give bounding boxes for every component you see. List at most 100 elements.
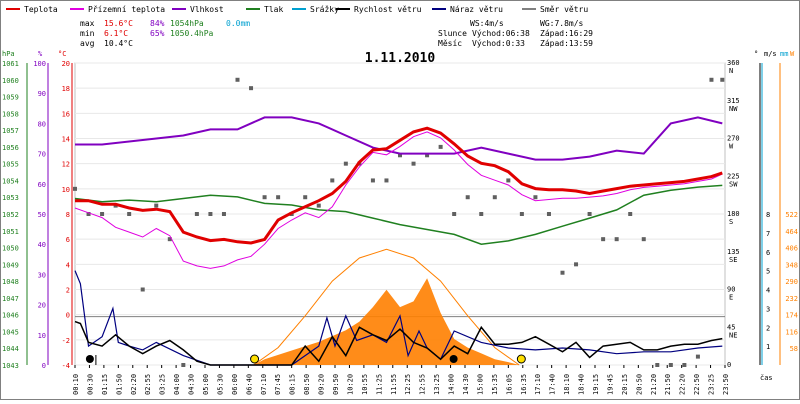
legend: Teplota Přízemní teplota Vlhkost Tlak Srážky… — [6, 5, 588, 14]
avg-label: avg — [80, 39, 95, 48]
dir-tick-label: 225 — [727, 172, 740, 180]
x-tick-label: 15:35 — [491, 374, 499, 395]
x-axis-label: čas — [760, 374, 773, 382]
hpa-tick-label: 1050 — [2, 245, 19, 253]
x-tick-label: 06:40 — [245, 374, 253, 395]
wind-direction-point — [574, 262, 579, 267]
dir-tick-label: 360 — [727, 59, 740, 67]
wind-direction-point — [276, 195, 281, 200]
wind-direction-point — [73, 186, 77, 191]
pct-tick-label: 0 — [42, 362, 46, 370]
legend-label: Vlhkost — [190, 5, 224, 14]
wind-direction-point — [425, 153, 430, 158]
dir-tick-label: 135 — [727, 248, 740, 256]
wind-speed-info: WS:4m/s — [470, 19, 504, 28]
x-tick-label: 05:30 — [216, 374, 224, 395]
dir-compass-label: SW — [729, 180, 738, 188]
moon-label: Měsíc — [438, 39, 462, 48]
wind-direction-point — [546, 212, 551, 216]
pct-tick-label: 60 — [38, 181, 46, 189]
wind-direction-point — [86, 212, 91, 216]
ground-temperature-line — [74, 131, 723, 269]
ms-tick-label: 6 — [766, 249, 770, 257]
wind-direction-point — [587, 212, 592, 216]
wind-direction-point — [479, 212, 484, 216]
wind-direction-point — [720, 77, 725, 82]
wind-direction-point — [709, 77, 714, 82]
hpa-tick-label: 1053 — [2, 194, 19, 202]
x-tick-label: 23:25 — [708, 374, 716, 395]
wind-direction-point — [127, 212, 132, 216]
x-tick-label: 11:55 — [390, 374, 398, 395]
x-tick-label: 22:50 — [693, 374, 701, 395]
chart-title: 1.11.2010 — [365, 51, 436, 66]
sunset-info: Západ:16:29 — [540, 29, 593, 38]
hpa-tick-label: 1051 — [2, 228, 19, 236]
x-tick-label: 04:00 — [173, 374, 181, 395]
sun-label: Slunce — [438, 29, 467, 38]
wind-direction-point — [628, 212, 633, 216]
x-tick-label: 20:50 — [635, 374, 643, 395]
hpa-tick-label: 1048 — [2, 278, 19, 286]
dir-compass-label: S — [729, 218, 733, 226]
wind-direction-point — [560, 270, 565, 275]
hpa-tick-label: 1045 — [2, 328, 19, 336]
x-tick-label: 17:10 — [534, 374, 542, 395]
wind-direction-point — [492, 195, 497, 200]
x-tick-label: 12:55 — [419, 374, 427, 395]
pct-tick-label: 40 — [38, 241, 46, 249]
hpa-tick-label: 1052 — [2, 211, 19, 219]
x-tick-label: 06:00 — [231, 374, 239, 395]
x-tick-label: 15:00 — [476, 374, 484, 395]
moonrise-info: Východ:0:33 — [472, 39, 525, 48]
x-tick-label: 16:35 — [520, 374, 528, 395]
w-tick-label: 174 — [785, 312, 798, 320]
dir-tick-label: 180 — [727, 210, 740, 218]
x-tick-label: 12:25 — [404, 374, 412, 395]
plot-area — [73, 77, 725, 367]
pct-tick-label: 80 — [38, 120, 46, 128]
dir-tick-label: 45 — [727, 323, 735, 331]
moonset-info: Západ:13:59 — [540, 39, 593, 48]
w-tick-label: 290 — [785, 278, 798, 286]
legend-label: Teplota — [24, 5, 58, 14]
moonrise-marker — [85, 355, 94, 363]
wind-direction-point — [221, 212, 226, 216]
wind-direction-point — [601, 237, 606, 242]
x-tick-label: 14:30 — [462, 374, 470, 395]
x-tick-label: 18:10 — [563, 374, 571, 395]
w-tick-label: 348 — [785, 261, 798, 269]
wind-direction-point — [655, 363, 660, 367]
min-press: 1050.4hPa — [170, 29, 214, 38]
ms-tick-label: 1 — [766, 343, 770, 351]
x-tick-label: 20:15 — [621, 374, 629, 395]
max-hum: 84% — [150, 19, 165, 28]
wind-direction-point — [181, 363, 186, 367]
pct-tick-label: 90 — [38, 90, 46, 98]
wind-direction-point — [398, 153, 402, 158]
moonset-marker — [449, 355, 458, 363]
dir-tick-label: 270 — [727, 135, 740, 143]
wind-direction-point — [384, 178, 389, 183]
wind-direction-point — [249, 86, 254, 91]
hpa-tick-label: 1061 — [2, 60, 19, 68]
hpa-tick-label: 1046 — [2, 312, 19, 320]
min-hum: 65% — [150, 29, 165, 38]
degc-tick-label: 2 — [66, 287, 70, 295]
stats-panel: max 15.6°C 84% 1054hPa 0.0mm min 6.1°C 6… — [80, 19, 250, 48]
hpa-tick-label: 1047 — [2, 295, 19, 303]
hpa-tick-label: 1055 — [2, 161, 19, 169]
x-tick-label: 08:50 — [303, 374, 311, 395]
max-label: max — [80, 19, 95, 28]
degc-tick-label: 16 — [62, 110, 70, 118]
x-tick-label: 00:10 — [72, 374, 80, 395]
wind-direction-point — [519, 212, 524, 216]
ms-tick-label: 2 — [766, 324, 770, 332]
x-tick-label: 10:55 — [361, 374, 369, 395]
dir-tick-label: 90 — [727, 286, 735, 294]
degc-tick-label: 20 — [62, 60, 70, 68]
hpa-unit: hPa — [2, 50, 15, 58]
dir-compass-label: NE — [729, 331, 737, 339]
w-tick-label: 406 — [785, 245, 798, 253]
